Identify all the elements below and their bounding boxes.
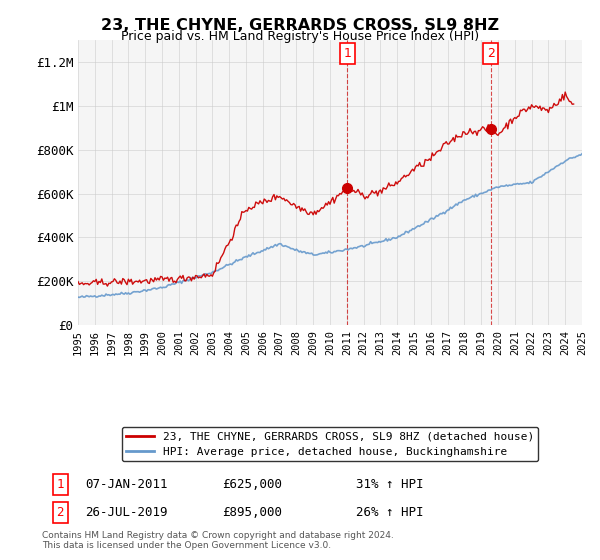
Text: 31% ↑ HPI: 31% ↑ HPI xyxy=(356,478,424,491)
Text: Price paid vs. HM Land Registry's House Price Index (HPI): Price paid vs. HM Land Registry's House … xyxy=(121,30,479,43)
Text: £625,000: £625,000 xyxy=(222,478,282,491)
Text: 2: 2 xyxy=(487,47,495,60)
Text: 1: 1 xyxy=(56,478,64,491)
Text: Contains HM Land Registry data © Crown copyright and database right 2024.
This d: Contains HM Land Registry data © Crown c… xyxy=(42,530,394,550)
Text: 23, THE CHYNE, GERRARDS CROSS, SL9 8HZ: 23, THE CHYNE, GERRARDS CROSS, SL9 8HZ xyxy=(101,18,499,33)
Text: 26-JUL-2019: 26-JUL-2019 xyxy=(85,506,167,519)
Text: 2: 2 xyxy=(56,506,64,519)
Text: £895,000: £895,000 xyxy=(222,506,282,519)
Text: 07-JAN-2011: 07-JAN-2011 xyxy=(85,478,167,491)
Text: 26% ↑ HPI: 26% ↑ HPI xyxy=(356,506,424,519)
Text: 1: 1 xyxy=(343,47,351,60)
Legend: 23, THE CHYNE, GERRARDS CROSS, SL9 8HZ (detached house), HPI: Average price, det: 23, THE CHYNE, GERRARDS CROSS, SL9 8HZ (… xyxy=(122,427,538,461)
